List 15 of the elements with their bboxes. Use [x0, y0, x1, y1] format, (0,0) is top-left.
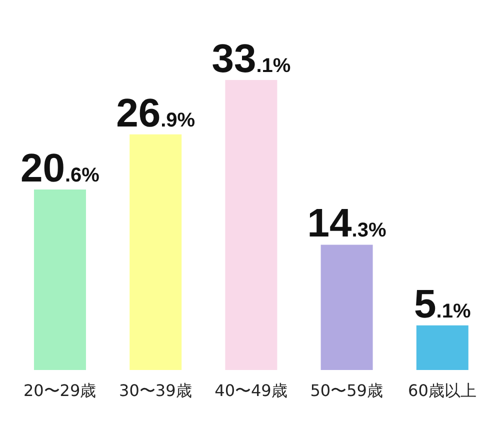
x-tick-label: 30〜39歳	[119, 381, 192, 400]
bar	[320, 244, 373, 370]
data-label: 20.6%	[20, 146, 100, 191]
bar	[416, 325, 468, 370]
data-label: 33.1%	[212, 37, 291, 81]
data-label: 5.1%	[414, 282, 471, 326]
x-tick-label: 20〜29歳	[23, 381, 96, 400]
bar	[34, 190, 86, 370]
bar	[130, 134, 182, 370]
data-label: 26.9%	[116, 91, 196, 136]
x-tick-label: 50〜59歳	[310, 381, 383, 400]
x-tick-label: 40〜49歳	[214, 381, 288, 400]
data-label: 14.3%	[307, 202, 386, 246]
bar	[225, 80, 278, 370]
x-tick-label: 60歳以上	[408, 381, 476, 400]
